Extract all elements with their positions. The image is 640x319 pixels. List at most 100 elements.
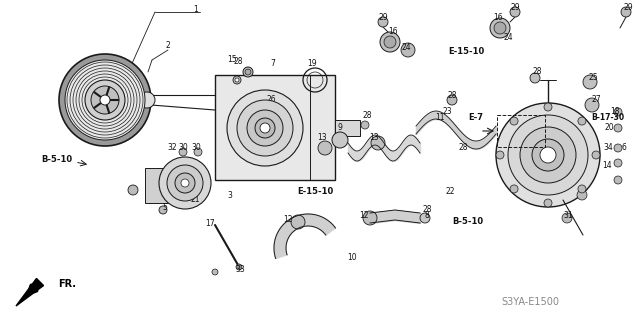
Text: 22: 22 (445, 188, 455, 197)
Text: 30: 30 (191, 143, 201, 152)
Text: 17: 17 (205, 219, 215, 228)
Text: 31: 31 (563, 211, 573, 219)
Text: 3: 3 (228, 191, 232, 201)
Circle shape (361, 121, 369, 129)
Circle shape (447, 95, 457, 105)
Text: 21: 21 (190, 196, 200, 204)
Circle shape (159, 206, 167, 214)
Bar (497, 115, 545, 147)
Circle shape (260, 123, 270, 133)
Circle shape (614, 124, 622, 132)
Text: E-15-10: E-15-10 (448, 48, 484, 56)
Circle shape (139, 92, 155, 108)
Bar (145, 168, 175, 203)
Text: 16: 16 (493, 13, 503, 23)
Text: 26: 26 (266, 95, 276, 105)
Circle shape (380, 32, 400, 52)
Circle shape (159, 157, 211, 209)
Text: 28: 28 (458, 144, 468, 152)
Circle shape (318, 141, 332, 155)
Circle shape (530, 73, 540, 83)
Circle shape (544, 103, 552, 111)
Text: 18: 18 (611, 108, 620, 116)
Circle shape (233, 76, 241, 84)
Circle shape (577, 190, 587, 200)
Circle shape (490, 18, 510, 38)
Text: 29: 29 (623, 3, 633, 11)
Circle shape (243, 67, 253, 77)
Circle shape (562, 213, 572, 223)
Circle shape (65, 60, 145, 140)
Circle shape (85, 80, 125, 120)
Text: 14: 14 (602, 160, 612, 169)
Circle shape (235, 78, 239, 82)
Text: 33: 33 (235, 265, 245, 275)
Text: 32: 32 (167, 143, 177, 152)
Circle shape (520, 127, 576, 183)
Text: 20: 20 (604, 123, 614, 132)
Text: 1: 1 (194, 4, 198, 13)
Circle shape (510, 7, 520, 17)
Bar (335, 120, 360, 136)
Circle shape (510, 185, 518, 193)
Text: S3YA-E1500: S3YA-E1500 (501, 297, 559, 307)
Circle shape (378, 17, 388, 27)
Circle shape (181, 179, 189, 187)
Text: 5: 5 (163, 204, 168, 212)
Circle shape (583, 75, 597, 89)
Text: 24: 24 (503, 33, 513, 42)
Text: 29: 29 (510, 3, 520, 11)
Circle shape (578, 185, 586, 193)
Circle shape (371, 136, 385, 150)
Text: 30: 30 (178, 143, 188, 152)
Circle shape (227, 90, 303, 166)
Text: B-17-30: B-17-30 (591, 114, 625, 122)
Circle shape (614, 144, 622, 152)
Circle shape (496, 103, 600, 207)
Text: 9: 9 (337, 123, 342, 132)
Circle shape (100, 95, 110, 105)
Circle shape (585, 98, 599, 112)
Text: 13: 13 (369, 133, 379, 143)
Circle shape (245, 69, 251, 75)
Bar (215, 75, 335, 180)
Text: 12: 12 (284, 216, 292, 225)
Text: 19: 19 (307, 58, 317, 68)
Text: 16: 16 (388, 27, 398, 36)
Text: 6: 6 (621, 144, 627, 152)
Circle shape (540, 147, 556, 163)
Circle shape (508, 115, 588, 195)
Text: 28: 28 (422, 205, 432, 214)
Text: 11: 11 (435, 114, 445, 122)
Text: 10: 10 (347, 254, 357, 263)
Circle shape (510, 117, 518, 125)
Circle shape (614, 159, 622, 167)
Text: 12: 12 (359, 211, 369, 220)
Text: 28: 28 (362, 110, 372, 120)
Text: 2: 2 (166, 41, 170, 50)
Text: 29: 29 (378, 12, 388, 21)
Circle shape (544, 199, 552, 207)
Circle shape (592, 151, 600, 159)
Text: 25: 25 (588, 73, 598, 83)
Circle shape (212, 269, 218, 275)
Circle shape (73, 113, 83, 123)
Text: 15: 15 (227, 56, 237, 64)
Circle shape (532, 139, 564, 171)
Circle shape (363, 211, 377, 225)
Circle shape (384, 36, 396, 48)
Circle shape (237, 100, 293, 156)
Circle shape (420, 213, 430, 223)
Text: 28: 28 (233, 57, 243, 66)
Circle shape (128, 185, 138, 195)
Circle shape (59, 54, 151, 146)
Text: 34: 34 (603, 144, 613, 152)
Circle shape (167, 165, 203, 201)
Text: 24: 24 (401, 43, 411, 53)
Circle shape (236, 264, 242, 270)
Text: B-5-10: B-5-10 (42, 155, 72, 165)
Text: 4: 4 (198, 183, 202, 192)
Text: 27: 27 (591, 95, 601, 105)
Circle shape (614, 108, 622, 116)
Circle shape (401, 43, 415, 57)
